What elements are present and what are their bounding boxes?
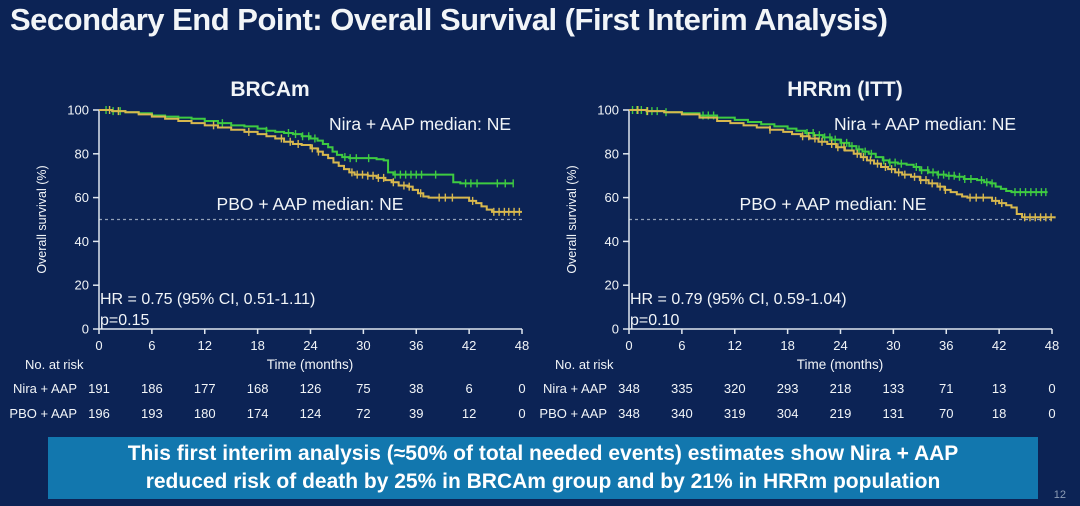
risk-value: 124 [300,406,322,421]
banner-line-1: This first interim analysis (≈50% of tot… [127,442,959,465]
risk-value: 6 [466,381,473,396]
risk-value: 335 [671,381,693,396]
risk-row-label: Nira + AAP [543,381,607,396]
risk-value: 319 [724,406,746,421]
risk-value: 196 [88,406,110,421]
panel-title: BRCAm [230,78,309,101]
risk-value: 177 [194,381,216,396]
risk-value: 72 [356,406,370,421]
x-tick-label: 12 [198,338,212,353]
survival-curve-green [99,109,514,185]
risk-value: 168 [247,381,269,396]
hr-annotation: HR = 0.79 (95% CI, 0.59-1.04) [630,291,847,308]
risk-value: 13 [992,381,1006,396]
x-tick-label: 30 [356,338,370,353]
y-tick-label: 80 [605,146,619,161]
y-tick-label: 40 [75,234,89,249]
x-tick-label: 12 [728,338,742,353]
legend-label-green: Nira + AAP median: NE [329,114,511,134]
x-tick-label: 48 [1045,338,1059,353]
y-tick-label: 60 [75,190,89,205]
risk-value: 219 [830,406,852,421]
summary-banner: This first interim analysis (≈50% of tot… [48,437,1038,499]
km-chart-hrrm: HRRm (ITT) 0 20 40 60 80 100 0 6 12 18 24 30 36 42 48 Ov… [539,78,1059,421]
slide-title: Secondary End Point: Overall Survival (F… [10,2,888,37]
y-axis-label: Overall survival (%) [35,165,49,273]
risk-value: 39 [409,406,423,421]
risk-value: 0 [518,406,525,421]
y-tick-label: 60 [605,190,619,205]
risk-value: 320 [724,381,746,396]
panel-title: HRRm (ITT) [787,78,902,101]
banner-line-2: reduced risk of death by 25% in BRCAm gr… [145,470,941,493]
risk-value: 180 [194,406,216,421]
x-tick-label: 0 [625,338,632,353]
x-tick-label: 42 [462,338,476,353]
x-tick-label: 24 [303,338,317,353]
legend-label-gold: PBO + AAP median: NE [740,194,927,214]
y-axis-label: Overall survival (%) [565,165,579,273]
y-tick-label: 0 [612,322,619,337]
risk-row-label: PBO + AAP [9,406,77,421]
risk-table-header: No. at risk [25,357,84,372]
risk-value: 304 [777,406,799,421]
risk-value: 348 [618,381,640,396]
risk-value: 186 [141,381,163,396]
risk-value: 71 [939,381,953,396]
survival-curve-green [629,109,1048,194]
page-number: 12 [1053,489,1066,501]
risk-value: 18 [992,406,1006,421]
x-tick-label: 24 [833,338,847,353]
risk-value: 174 [247,406,269,421]
risk-value: 131 [883,406,905,421]
y-tick-label: 100 [67,103,89,118]
risk-value: 133 [883,381,905,396]
risk-value: 75 [356,381,370,396]
risk-value: 126 [300,381,322,396]
risk-value: 348 [618,406,640,421]
x-tick-label: 36 [939,338,953,353]
x-tick-label: 42 [992,338,1006,353]
x-tick-label: 0 [95,338,102,353]
risk-value: 0 [518,381,525,396]
survival-curve-gold [99,109,522,213]
x-tick-label: 30 [886,338,900,353]
x-tick-label: 18 [780,338,794,353]
risk-row-label: PBO + AAP [539,406,607,421]
risk-row-label: Nira + AAP [13,381,77,396]
risk-value: 293 [777,381,799,396]
risk-value: 218 [830,381,852,396]
y-tick-label: 80 [75,146,89,161]
y-tick-label: 0 [82,322,89,337]
x-tick-label: 18 [250,338,264,353]
risk-value: 191 [88,381,110,396]
y-tick-label: 100 [597,103,619,118]
risk-value: 12 [462,406,476,421]
risk-value: 0 [1048,381,1055,396]
survival-curve-gold [629,109,1056,219]
legend-label-green: Nira + AAP median: NE [834,114,1016,134]
risk-value: 340 [671,406,693,421]
risk-value: 70 [939,406,953,421]
p-value-annotation: p=0.15 [100,312,149,329]
legend-label-gold: PBO + AAP median: NE [217,194,404,214]
risk-value: 38 [409,381,423,396]
hr-annotation: HR = 0.75 (95% CI, 0.51-1.11) [100,291,315,308]
risk-value: 0 [1048,406,1055,421]
x-axis-label: Time (months) [267,357,354,372]
x-tick-label: 36 [409,338,423,353]
y-tick-label: 40 [605,234,619,249]
risk-table-header: No. at risk [555,357,614,372]
y-tick-label: 20 [605,278,619,293]
x-tick-label: 6 [678,338,685,353]
p-value-annotation: p=0.10 [630,312,679,329]
x-tick-label: 6 [148,338,155,353]
y-tick-label: 20 [75,278,89,293]
x-tick-label: 48 [515,338,529,353]
risk-value: 193 [141,406,163,421]
x-axis-label: Time (months) [797,357,884,372]
